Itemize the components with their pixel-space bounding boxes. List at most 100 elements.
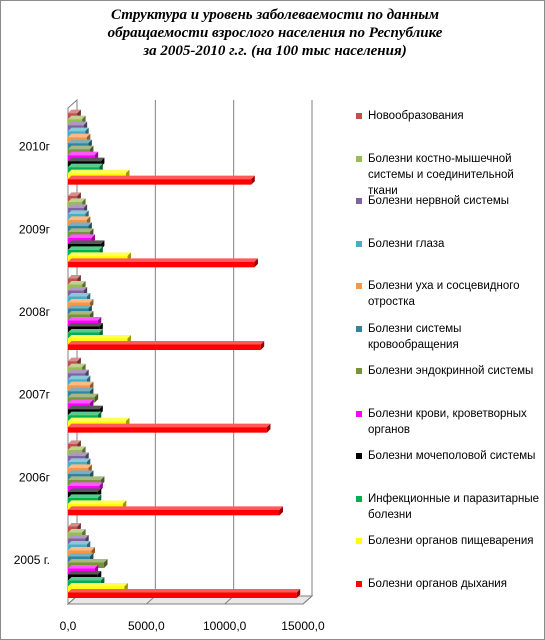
legend-label: Болезни системы кровообращения: [368, 322, 462, 351]
legend-swatch: [356, 538, 362, 544]
bar-end: [260, 341, 265, 350]
bar-top: [68, 535, 89, 539]
legend-swatch: [356, 580, 362, 587]
bar-top: [68, 565, 99, 569]
bar-top: [68, 488, 102, 492]
bar: [68, 506, 283, 516]
bar-top: [68, 133, 91, 138]
legend-label: Новообразования: [368, 110, 464, 122]
bar-top: [68, 252, 132, 256]
bar: [68, 341, 265, 350]
category-label: 2009г: [19, 222, 51, 236]
bar-top: [68, 589, 301, 593]
bar-top: [68, 411, 102, 416]
legend-label: Болезни эндокринной системы: [368, 365, 534, 377]
category-labels: 2005 г. 2006г 2007г 2008г 2009г 2010г: [14, 140, 51, 567]
bar-top: [68, 506, 283, 510]
bar-top: [68, 305, 92, 309]
bar-top: [68, 317, 102, 321]
bar-top: [68, 329, 103, 333]
bar-top: [68, 452, 89, 456]
bar-top: [68, 163, 103, 168]
chart-title-line-2: обращаемости взрослого населения по Респ…: [107, 25, 443, 41]
bar-top: [68, 299, 94, 303]
x-tick-label: 10000,0: [203, 619, 247, 633]
bar-end: [94, 393, 99, 403]
bar-top: [68, 577, 105, 581]
bar-top: [68, 323, 103, 327]
bar: [68, 423, 271, 433]
gridline-floor: [302, 595, 313, 605]
bar: [68, 175, 255, 185]
bar-top: [68, 311, 94, 315]
bar-end: [266, 423, 271, 433]
bar-end: [254, 258, 258, 268]
category-label: 2008г: [19, 305, 51, 319]
bar-top: [68, 523, 81, 527]
bar-end: [296, 589, 301, 598]
bar-top: [68, 458, 91, 462]
bar-top: [68, 446, 86, 450]
chart-title: Структура и уровень заболеваемости по да…: [60, 6, 490, 60]
x-tick-label: 5000,0: [128, 619, 165, 633]
bar-top: [68, 363, 86, 368]
bar-top: [68, 476, 105, 480]
bar-top: [68, 240, 105, 244]
bar-end: [104, 559, 108, 568]
category-label: 2007г: [19, 388, 51, 402]
bar-top: [68, 287, 88, 291]
bar: [68, 258, 258, 268]
category-label: 2005 г.: [14, 553, 50, 567]
bar-front: [68, 509, 280, 516]
bar-top: [68, 192, 81, 196]
bar-front: [68, 261, 255, 268]
bar-top: [68, 204, 88, 208]
legend-swatch: [356, 113, 362, 119]
bar-top: [68, 494, 102, 498]
bar-top: [68, 109, 81, 114]
bar-top: [68, 175, 255, 180]
legend-swatch: [356, 495, 362, 502]
bar-top: [68, 216, 91, 220]
bar-top: [68, 393, 99, 398]
bar-top: [68, 210, 89, 214]
bar-top: [68, 341, 265, 345]
legend-label: Инфекционные и паразитарные болезни: [368, 492, 540, 521]
legend-swatch: [356, 155, 362, 162]
bar-top: [68, 553, 94, 557]
category-label: 2006г: [19, 470, 51, 484]
bar-top: [68, 335, 132, 339]
bar-end: [251, 175, 255, 185]
bars: [68, 109, 301, 598]
bar-top: [68, 482, 103, 486]
bar-front: [68, 179, 252, 185]
bar-top: [68, 375, 91, 380]
bar-top: [68, 246, 103, 250]
bar-top: [68, 115, 86, 120]
legend-label: Болезни нервной системы: [368, 195, 510, 207]
chart-title-line-1: Структура и уровень заболеваемости по да…: [111, 7, 439, 23]
bar-top: [68, 417, 130, 422]
bar: [68, 589, 301, 598]
bar-top: [68, 559, 108, 563]
bar-front: [68, 344, 261, 350]
x-tick-label: 15000,0: [281, 619, 325, 633]
bar-top: [68, 583, 128, 587]
bar-front: [68, 427, 267, 433]
legend-label: Болезни органов пищеварения: [368, 535, 534, 547]
bar-top: [68, 464, 92, 468]
chart-title-line-3: за 2005-2010 г.г. (на 100 тыс населения): [143, 43, 407, 59]
bar-end: [279, 506, 283, 516]
bar-top: [68, 529, 86, 533]
legend-swatch: [356, 198, 362, 204]
bar-top: [68, 381, 94, 386]
bar-top: [68, 145, 94, 150]
bar-top: [68, 258, 258, 262]
legend-swatch: [356, 410, 362, 417]
bar-top: [68, 399, 94, 404]
bar-top: [68, 234, 95, 238]
bar-top: [68, 357, 81, 362]
bar-top: [68, 228, 94, 232]
legend-swatch: [356, 453, 362, 459]
